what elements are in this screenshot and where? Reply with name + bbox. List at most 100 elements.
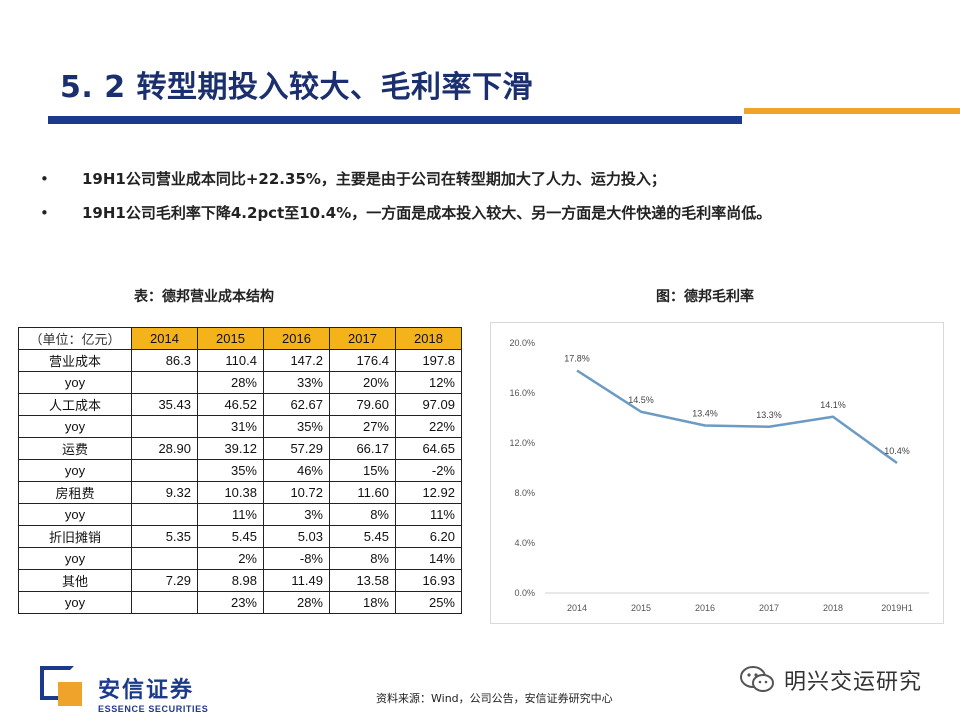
table-row: 营业成本 86.3 110.4 147.2 176.4 197.8	[18, 349, 462, 372]
table-cell: 11.49	[263, 569, 330, 592]
year-header: 2017	[329, 327, 396, 350]
x-tick-label: 2019H1	[881, 603, 913, 613]
table-cell: 27%	[329, 415, 396, 438]
table-cell: 35%	[197, 459, 264, 482]
table-cell: 5.35	[131, 525, 198, 548]
table-cell: 12.92	[395, 481, 462, 504]
table-caption: 表：德邦营业成本结构	[134, 289, 274, 305]
y-tick-label: 16.0%	[509, 388, 535, 398]
table-cell: 8.98	[197, 569, 264, 592]
table-cell: 14%	[395, 547, 462, 570]
bullet-text: 19H1公司毛利率下降4.2pct至10.4%，一方面是成本投入较大、另一方面是…	[82, 204, 772, 222]
series-line	[576, 369, 898, 465]
table-cell: 22%	[395, 415, 462, 438]
data-label: 17.8%	[564, 354, 590, 364]
table-cell: 86.3	[131, 349, 198, 372]
logo-text-cn: 安信证券	[98, 678, 195, 703]
table-cell: 110.4	[197, 349, 264, 372]
year-header: 2016	[263, 327, 330, 350]
table-row: yoy 2% -8% 8% 14%	[18, 547, 462, 570]
table-cell: 46.52	[197, 393, 264, 416]
logo-mark-icon	[40, 666, 74, 700]
table-cell	[131, 547, 198, 570]
table-cell: 8%	[329, 547, 396, 570]
year-header: 2014	[131, 327, 198, 350]
table-cell: 7.29	[131, 569, 198, 592]
table-cell: 176.4	[329, 349, 396, 372]
table-row: 折旧摊销 5.35 5.45 5.03 5.45 6.20	[18, 525, 462, 548]
x-tick-label: 2018	[823, 603, 843, 613]
data-label: 13.3%	[756, 410, 782, 420]
row-label: yoy	[18, 591, 132, 614]
table-cell: 35.43	[131, 393, 198, 416]
logo-mark-accent-icon	[58, 682, 82, 706]
table-cell: 35%	[263, 415, 330, 438]
row-label: 房租费	[18, 481, 132, 504]
data-label: 14.1%	[820, 400, 846, 410]
cost-structure-table: （单位：亿元） 2014 2015 2016 2017 2018 营业成本 86.…	[18, 327, 462, 614]
data-label: 14.5%	[628, 395, 654, 405]
table-cell: 33%	[263, 371, 330, 394]
table-cell: 25%	[395, 591, 462, 614]
table-cell: 6.20	[395, 525, 462, 548]
x-tick-label: 2014	[567, 603, 587, 613]
wechat-account-name: 明兴交运研究	[784, 670, 923, 695]
table-cell: 16.93	[395, 569, 462, 592]
year-header: 2018	[395, 327, 462, 350]
table-cell: 5.45	[329, 525, 396, 548]
table-header-row: （单位：亿元） 2014 2015 2016 2017 2018	[18, 327, 462, 350]
table-cell: 9.32	[131, 481, 198, 504]
table-cell: 8%	[329, 503, 396, 526]
logo-text-en: ESSENCE SECURITIES	[98, 704, 209, 714]
page-title: 5. 2 转型期投入较大、毛利率下滑	[60, 70, 534, 105]
row-label: 运费	[18, 437, 132, 460]
table-cell: 11%	[395, 503, 462, 526]
row-label: 人工成本	[18, 393, 132, 416]
table-cell: 197.8	[395, 349, 462, 372]
table-cell: 66.17	[329, 437, 396, 460]
row-label: 其他	[18, 569, 132, 592]
year-header: 2015	[197, 327, 264, 350]
y-tick-label: 12.0%	[509, 438, 535, 448]
table-cell: 31%	[197, 415, 264, 438]
table-cell: 147.2	[263, 349, 330, 372]
table-cell: 46%	[263, 459, 330, 482]
bullet-item: • 19H1公司毛利率下降4.2pct至10.4%，一方面是成本投入较大、另一方…	[40, 202, 940, 236]
data-label: 13.4%	[692, 409, 718, 419]
row-label: yoy	[18, 503, 132, 526]
bullet-list: • 19H1公司营业成本同比+22.35%，主要是由于公司在转型期加大了人力、运…	[40, 168, 940, 236]
table-row: yoy 11% 3% 8% 11%	[18, 503, 462, 526]
table-cell: 57.29	[263, 437, 330, 460]
table-cell	[131, 459, 198, 482]
data-label: 10.4%	[884, 446, 910, 456]
chart-svg: 0.0% 4.0% 8.0% 12.0% 16.0% 20.0% 2014 2015 2016 2…	[509, 338, 929, 613]
y-tick-label: 8.0%	[514, 488, 535, 498]
table-cell: 5.45	[197, 525, 264, 548]
x-tick-label: 2016	[695, 603, 715, 613]
bullet-text: 19H1公司营业成本同比+22.35%，主要是由于公司在转型期加大了人力、运力投…	[82, 170, 666, 188]
table-cell: -2%	[395, 459, 462, 482]
x-tick-label: 2015	[631, 603, 651, 613]
table-cell: 23%	[197, 591, 264, 614]
table-cell: 11.60	[329, 481, 396, 504]
table-cell: 28%	[263, 591, 330, 614]
table-cell: 97.09	[395, 393, 462, 416]
table-cell: 12%	[395, 371, 462, 394]
table-row: yoy 35% 46% 15% -2%	[18, 459, 462, 482]
table-cell	[131, 591, 198, 614]
row-label: 折旧摊销	[18, 525, 132, 548]
bullet-item: • 19H1公司营业成本同比+22.35%，主要是由于公司在转型期加大了人力、运…	[40, 168, 940, 202]
row-label: 营业成本	[18, 349, 132, 372]
row-label: yoy	[18, 459, 132, 482]
table-cell: 64.65	[395, 437, 462, 460]
table-cell: 28%	[197, 371, 264, 394]
table-cell: 15%	[329, 459, 396, 482]
table-row: yoy 23% 28% 18% 25%	[18, 591, 462, 614]
unit-label: （单位：亿元）	[18, 327, 132, 350]
table-row: 其他 7.29 8.98 11.49 13.58 16.93	[18, 569, 462, 592]
table-row: 运费 28.90 39.12 57.29 66.17 64.65	[18, 437, 462, 460]
table-cell: 5.03	[263, 525, 330, 548]
table-cell: 11%	[197, 503, 264, 526]
row-label: yoy	[18, 371, 132, 394]
row-label: yoy	[18, 415, 132, 438]
